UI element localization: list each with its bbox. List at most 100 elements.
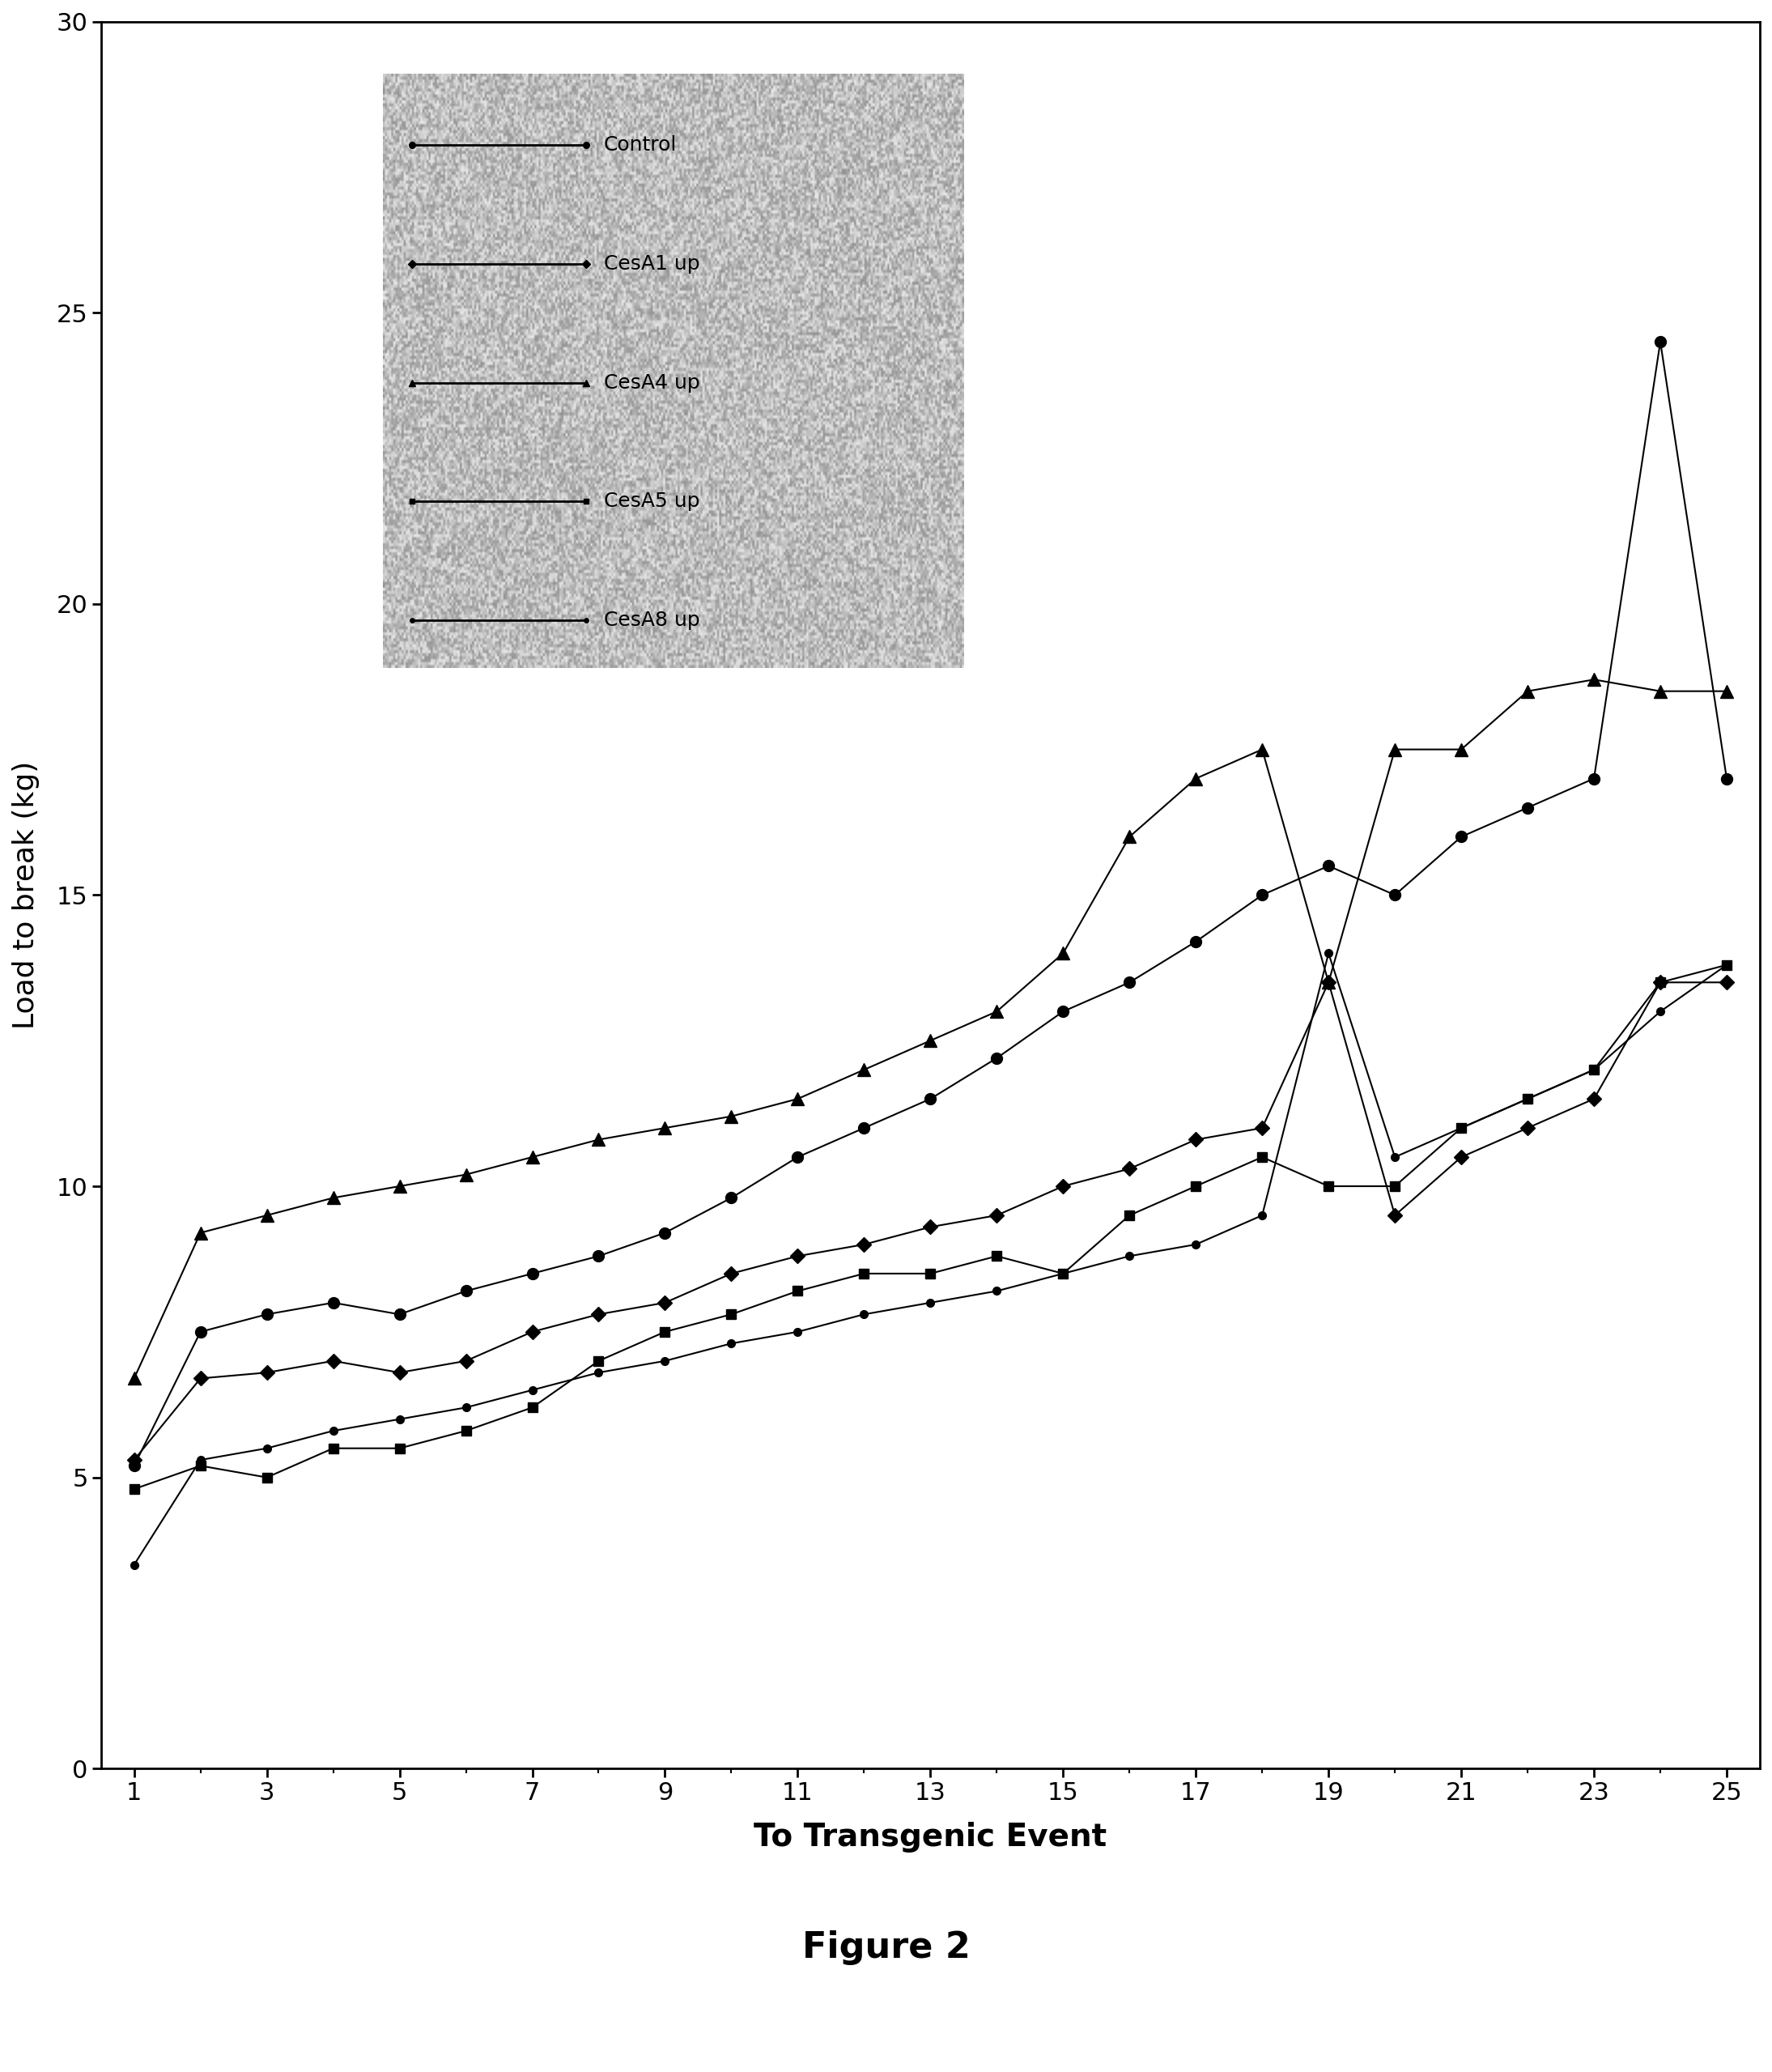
Control	[1451, 825, 1473, 850]
CesA4 up	[1251, 738, 1272, 762]
CesA5 up	[987, 1243, 1008, 1268]
CesA4 up	[323, 1185, 344, 1210]
CesA5 up	[1318, 1175, 1340, 1200]
CesA1 up	[190, 1365, 211, 1390]
CesA1 up	[1517, 1115, 1538, 1140]
CesA8 up	[1118, 1243, 1139, 1268]
CesA4 up	[1185, 767, 1207, 792]
CesA1 up	[323, 1349, 344, 1374]
Control	[987, 1046, 1008, 1071]
CesA5 up	[1251, 1144, 1272, 1169]
CesA8 up	[455, 1394, 477, 1419]
CesA4 up	[1451, 738, 1473, 762]
CesA5 up	[521, 1394, 542, 1419]
CesA1 up	[257, 1359, 278, 1384]
CesA4 up	[654, 1115, 675, 1140]
CesA1 up	[987, 1204, 1008, 1229]
Control	[257, 1301, 278, 1326]
CesA4 up	[1584, 667, 1605, 692]
Control	[1650, 329, 1671, 354]
CesA5 up	[1517, 1086, 1538, 1111]
CesA1 up	[1118, 1156, 1139, 1181]
Control	[1384, 883, 1405, 908]
CesA1 up	[1251, 1115, 1272, 1140]
Control	[588, 1243, 610, 1268]
CesA5 up	[1053, 1262, 1074, 1287]
CesA5 up	[1118, 1204, 1139, 1229]
CesA8 up	[1384, 1144, 1405, 1169]
Y-axis label: Load to break (kg): Load to break (kg)	[12, 760, 39, 1030]
CesA1 up	[721, 1262, 742, 1287]
CesA8 up	[257, 1436, 278, 1461]
Control	[854, 1115, 875, 1140]
CesA8 up	[388, 1407, 409, 1432]
CesA8 up	[654, 1349, 675, 1374]
CesA8 up	[1451, 1115, 1473, 1140]
Line: CesA1 up: CesA1 up	[129, 978, 1731, 1465]
CesA8 up	[1715, 953, 1737, 978]
Control	[787, 1144, 808, 1169]
Line: Control: Control	[129, 336, 1733, 1471]
CesA1 up	[1185, 1127, 1207, 1152]
Control	[721, 1185, 742, 1210]
CesA5 up	[323, 1436, 344, 1461]
CesA4 up	[1517, 680, 1538, 704]
Control	[920, 1086, 941, 1111]
CesA1 up	[854, 1233, 875, 1258]
Control	[1584, 767, 1605, 792]
CesA8 up	[323, 1419, 344, 1444]
CesA5 up	[1451, 1115, 1473, 1140]
Control	[1185, 928, 1207, 953]
CesA5 up	[257, 1465, 278, 1490]
Control	[388, 1301, 409, 1326]
CesA4 up	[1318, 970, 1340, 995]
X-axis label: To Transgenic Event: To Transgenic Event	[753, 1821, 1108, 1852]
Control	[1517, 796, 1538, 821]
CesA4 up	[388, 1175, 409, 1200]
CesA1 up	[1451, 1144, 1473, 1169]
Line: CesA8 up: CesA8 up	[129, 949, 1731, 1569]
Control	[323, 1291, 344, 1316]
CesA8 up	[1650, 999, 1671, 1024]
CesA1 up	[920, 1214, 941, 1239]
CesA4 up	[987, 999, 1008, 1024]
CesA1 up	[455, 1349, 477, 1374]
CesA4 up	[455, 1162, 477, 1187]
CesA5 up	[721, 1301, 742, 1326]
CesA4 up	[1384, 738, 1405, 762]
CesA1 up	[787, 1243, 808, 1268]
CesA1 up	[1650, 970, 1671, 995]
CesA1 up	[1384, 1204, 1405, 1229]
CesA8 up	[1318, 941, 1340, 966]
CesA1 up	[1318, 970, 1340, 995]
CesA5 up	[588, 1349, 610, 1374]
CesA5 up	[654, 1320, 675, 1345]
CesA5 up	[1715, 953, 1737, 978]
CesA5 up	[1384, 1175, 1405, 1200]
CesA1 up	[588, 1301, 610, 1326]
CesA4 up	[588, 1127, 610, 1152]
CesA5 up	[1650, 970, 1671, 995]
CesA4 up	[1715, 680, 1737, 704]
CesA8 up	[521, 1378, 542, 1403]
CesA1 up	[388, 1359, 409, 1384]
CesA4 up	[1118, 825, 1139, 850]
CesA5 up	[124, 1477, 145, 1502]
CesA1 up	[654, 1291, 675, 1316]
Control	[521, 1262, 542, 1287]
Control	[1715, 767, 1737, 792]
CesA4 up	[721, 1104, 742, 1129]
CesA8 up	[1053, 1262, 1074, 1287]
CesA5 up	[388, 1436, 409, 1461]
CesA8 up	[854, 1301, 875, 1326]
CesA8 up	[1185, 1233, 1207, 1258]
Text: Figure 2: Figure 2	[803, 1931, 969, 1966]
CesA8 up	[124, 1552, 145, 1577]
CesA5 up	[787, 1278, 808, 1303]
CesA5 up	[1185, 1175, 1207, 1200]
CesA8 up	[1517, 1086, 1538, 1111]
CesA5 up	[190, 1452, 211, 1477]
CesA5 up	[920, 1262, 941, 1287]
CesA8 up	[920, 1291, 941, 1316]
CesA4 up	[1053, 941, 1074, 966]
